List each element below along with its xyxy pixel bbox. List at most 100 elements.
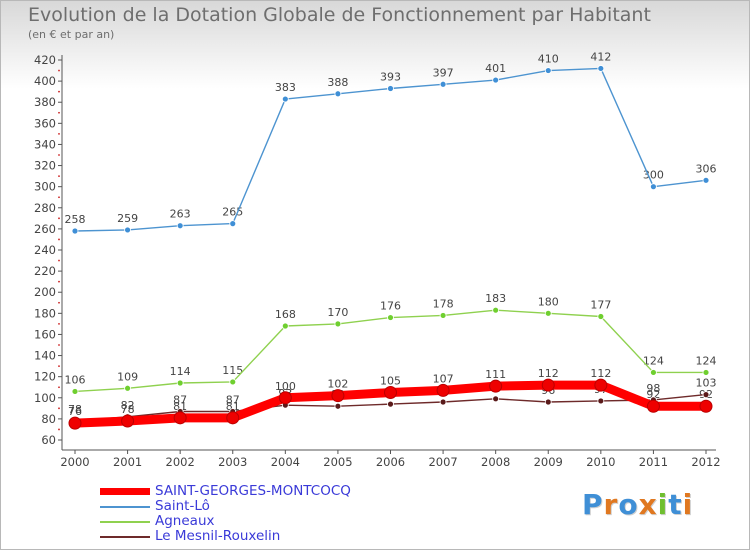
logo-letter: i bbox=[682, 488, 694, 521]
legend-label: Saint-Lô bbox=[155, 498, 210, 514]
data-label: 168 bbox=[275, 308, 296, 321]
x-tick-label: 2005 bbox=[323, 455, 352, 469]
data-label: 92 bbox=[646, 388, 660, 401]
data-label: 106 bbox=[65, 373, 86, 386]
data-point bbox=[229, 220, 237, 228]
data-point bbox=[439, 398, 447, 406]
y-minor-dot bbox=[58, 238, 60, 241]
y-tick-label: 220 bbox=[34, 264, 56, 278]
y-minor-dot bbox=[58, 154, 60, 156]
data-point bbox=[597, 313, 605, 320]
data-label: 263 bbox=[170, 208, 191, 221]
data-label: 401 bbox=[485, 62, 506, 75]
data-label: 81 bbox=[226, 400, 240, 413]
y-minor-dot bbox=[58, 386, 60, 389]
data-label: 306 bbox=[696, 162, 717, 175]
data-point bbox=[699, 399, 713, 413]
logo-letter: x bbox=[638, 488, 658, 521]
data-label: 78 bbox=[68, 403, 82, 416]
data-label: 107 bbox=[433, 372, 454, 385]
data-label: 388 bbox=[327, 76, 348, 89]
data-label: 81 bbox=[173, 400, 187, 413]
data-point bbox=[439, 80, 447, 88]
y-minor-dot bbox=[58, 344, 60, 346]
data-point bbox=[331, 389, 345, 403]
data-point bbox=[489, 379, 503, 393]
y-minor-dot bbox=[58, 259, 60, 262]
y-minor-dot bbox=[58, 280, 60, 283]
proxiti-logo: Proxiti bbox=[582, 488, 693, 521]
x-tick-label: 2000 bbox=[60, 455, 89, 469]
series-agneaux bbox=[71, 306, 710, 395]
data-point bbox=[544, 309, 552, 317]
y-minor-dot bbox=[58, 175, 60, 178]
logo-letter: r bbox=[603, 488, 619, 521]
y-tick-label: 300 bbox=[34, 180, 56, 194]
data-label: 397 bbox=[433, 66, 454, 79]
data-point bbox=[121, 414, 135, 428]
data-point bbox=[650, 183, 657, 191]
data-label: 103 bbox=[696, 377, 717, 390]
data-label: 177 bbox=[590, 299, 611, 312]
y-tick-label: 140 bbox=[34, 349, 56, 363]
data-label: 180 bbox=[538, 295, 559, 308]
legend-swatch bbox=[100, 521, 150, 523]
data-point bbox=[124, 226, 131, 234]
data-point bbox=[226, 411, 240, 425]
data-label: 82 bbox=[121, 399, 135, 412]
x-tick-label: 2011 bbox=[639, 455, 668, 469]
data-point bbox=[702, 391, 710, 399]
data-label: 111 bbox=[485, 368, 506, 381]
data-label: 124 bbox=[696, 354, 717, 367]
data-point bbox=[387, 85, 394, 92]
data-point bbox=[281, 322, 289, 330]
data-labels: 258 259 263 265 383 388 393 397 401 410 412 300 306 1… bbox=[65, 50, 717, 418]
x-tick-label: 2008 bbox=[481, 455, 510, 469]
data-point bbox=[176, 222, 184, 230]
data-label: 178 bbox=[433, 297, 454, 310]
x-tick-label: 2012 bbox=[691, 455, 720, 469]
data-label: 383 bbox=[275, 81, 296, 94]
data-label: 112 bbox=[590, 367, 611, 380]
data-point bbox=[594, 378, 608, 392]
data-point bbox=[597, 65, 605, 72]
x-tick-label: 2003 bbox=[218, 455, 247, 469]
data-point bbox=[68, 416, 82, 430]
y-tick-label: 420 bbox=[34, 53, 56, 67]
data-point bbox=[278, 391, 292, 405]
logo-letter: o bbox=[618, 488, 639, 521]
legend-label: SAINT-GEORGES-MONTCOCQ bbox=[155, 483, 351, 499]
data-point bbox=[229, 378, 237, 386]
data-point bbox=[176, 379, 184, 387]
legend-swatch bbox=[100, 536, 150, 538]
data-point bbox=[124, 384, 131, 392]
y-tick-label: 260 bbox=[34, 222, 56, 236]
data-point bbox=[387, 314, 394, 321]
data-label: 300 bbox=[643, 169, 664, 182]
x-tick-label: 2001 bbox=[113, 455, 142, 469]
data-label: 410 bbox=[538, 53, 559, 66]
y-minor-dot bbox=[58, 301, 60, 304]
y-tick-label: 360 bbox=[34, 116, 56, 130]
y-minor-dot bbox=[58, 407, 60, 410]
data-point bbox=[334, 402, 342, 410]
data-label: 109 bbox=[117, 370, 138, 383]
data-point bbox=[492, 76, 500, 84]
y-tick-label: 180 bbox=[34, 306, 56, 320]
y-minor-dot bbox=[58, 69, 60, 72]
data-label: 124 bbox=[643, 354, 664, 367]
logo-letter: i bbox=[657, 488, 669, 521]
legend-swatch bbox=[100, 506, 150, 508]
data-label: 265 bbox=[222, 206, 243, 219]
data-label: 76 bbox=[68, 405, 82, 418]
y-tick-label: 340 bbox=[34, 137, 56, 151]
data-label: 170 bbox=[327, 306, 348, 319]
data-point bbox=[597, 397, 605, 405]
y-tick-label: 320 bbox=[34, 159, 56, 173]
y-minor-dot bbox=[58, 90, 60, 93]
data-point bbox=[544, 67, 552, 74]
x-tick-label: 2002 bbox=[166, 455, 195, 469]
data-point bbox=[702, 176, 710, 184]
data-label: 112 bbox=[538, 367, 559, 380]
data-label: 176 bbox=[380, 300, 401, 313]
